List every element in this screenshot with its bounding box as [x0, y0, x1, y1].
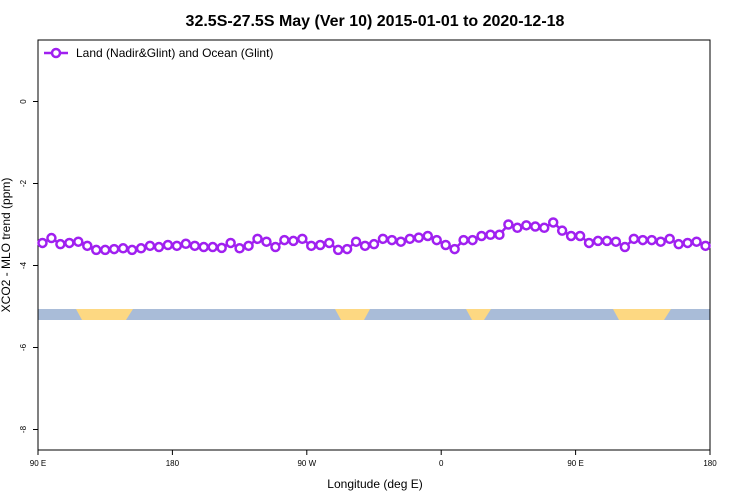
point	[664, 233, 675, 245]
point	[431, 234, 442, 246]
point	[655, 236, 666, 247]
point	[476, 230, 487, 242]
point	[583, 237, 595, 249]
chart-title: 32.5S-27.5S May (Ver 10) 2015-01-01 to 2…	[186, 13, 565, 30]
point	[485, 229, 496, 240]
point	[368, 238, 380, 250]
point	[198, 241, 210, 253]
point	[180, 238, 192, 250]
point	[556, 225, 568, 236]
point	[126, 244, 138, 256]
x-tick-label: 90 E	[567, 459, 583, 468]
x-tick-label: 180	[166, 459, 180, 468]
point	[99, 244, 111, 256]
point	[610, 236, 622, 247]
point	[225, 237, 236, 249]
land-ocean-strip	[38, 309, 710, 320]
point	[503, 219, 514, 230]
point	[171, 240, 183, 252]
point	[691, 236, 702, 247]
point	[449, 243, 460, 255]
point	[530, 221, 541, 232]
point	[234, 243, 245, 254]
point	[108, 243, 120, 255]
point	[637, 234, 649, 246]
point	[377, 233, 389, 245]
x-tick-label: 180	[703, 459, 717, 468]
point	[538, 222, 550, 234]
point	[494, 229, 505, 240]
point	[306, 240, 317, 252]
x-tick-label: 0	[439, 459, 444, 468]
point	[458, 234, 469, 246]
point	[55, 238, 66, 250]
point	[288, 235, 299, 247]
y-tick-label: -4	[19, 261, 28, 269]
y-tick-label: -2	[19, 179, 28, 187]
point	[601, 235, 613, 247]
point	[162, 239, 174, 251]
point	[216, 242, 227, 254]
point	[440, 239, 451, 251]
point	[395, 236, 407, 247]
point	[332, 244, 344, 256]
point	[386, 234, 398, 246]
point	[243, 240, 254, 252]
land-band	[466, 309, 491, 320]
point	[341, 243, 353, 255]
land-band	[335, 309, 370, 320]
point	[153, 241, 165, 253]
point	[628, 233, 640, 245]
point	[73, 236, 84, 247]
point	[646, 234, 658, 246]
point	[592, 235, 604, 247]
point	[46, 232, 57, 244]
x-tick-label: 90 E	[30, 459, 46, 468]
land-band	[76, 309, 133, 320]
point	[547, 217, 559, 228]
y-tick-label: 0	[19, 99, 28, 104]
point	[404, 233, 416, 245]
point	[350, 236, 362, 247]
point	[512, 222, 523, 234]
point	[207, 241, 218, 253]
legend-label: Land (Nadir&Glint) and Ocean (Glint)	[76, 46, 273, 60]
point	[270, 241, 281, 253]
point	[37, 237, 48, 249]
point	[359, 240, 371, 252]
y-tick-label: -6	[19, 343, 28, 351]
point	[82, 240, 93, 252]
point	[261, 236, 272, 247]
point	[467, 234, 478, 246]
point	[673, 238, 684, 250]
point	[574, 230, 586, 242]
point	[619, 241, 631, 253]
point	[252, 233, 263, 245]
point	[323, 237, 335, 249]
point	[189, 240, 201, 252]
point	[90, 244, 102, 256]
point	[279, 234, 290, 246]
point	[422, 230, 434, 242]
point	[565, 230, 577, 242]
land-band	[613, 309, 671, 320]
point	[314, 239, 326, 251]
point	[521, 220, 532, 231]
y-axis-label: XCO2 - MLO trend (ppm)	[0, 178, 13, 313]
point	[297, 233, 308, 245]
legend-marker	[50, 47, 62, 59]
x-tick-label: 90 W	[297, 459, 316, 468]
point	[144, 240, 156, 252]
point	[682, 237, 693, 249]
point	[413, 232, 425, 243]
point	[117, 243, 129, 254]
x-axis-label: Longitude (deg E)	[327, 477, 422, 491]
point	[700, 240, 711, 252]
point	[64, 237, 75, 249]
y-tick-label: -8	[19, 425, 28, 433]
point	[135, 243, 147, 254]
ocean-band	[38, 309, 710, 320]
